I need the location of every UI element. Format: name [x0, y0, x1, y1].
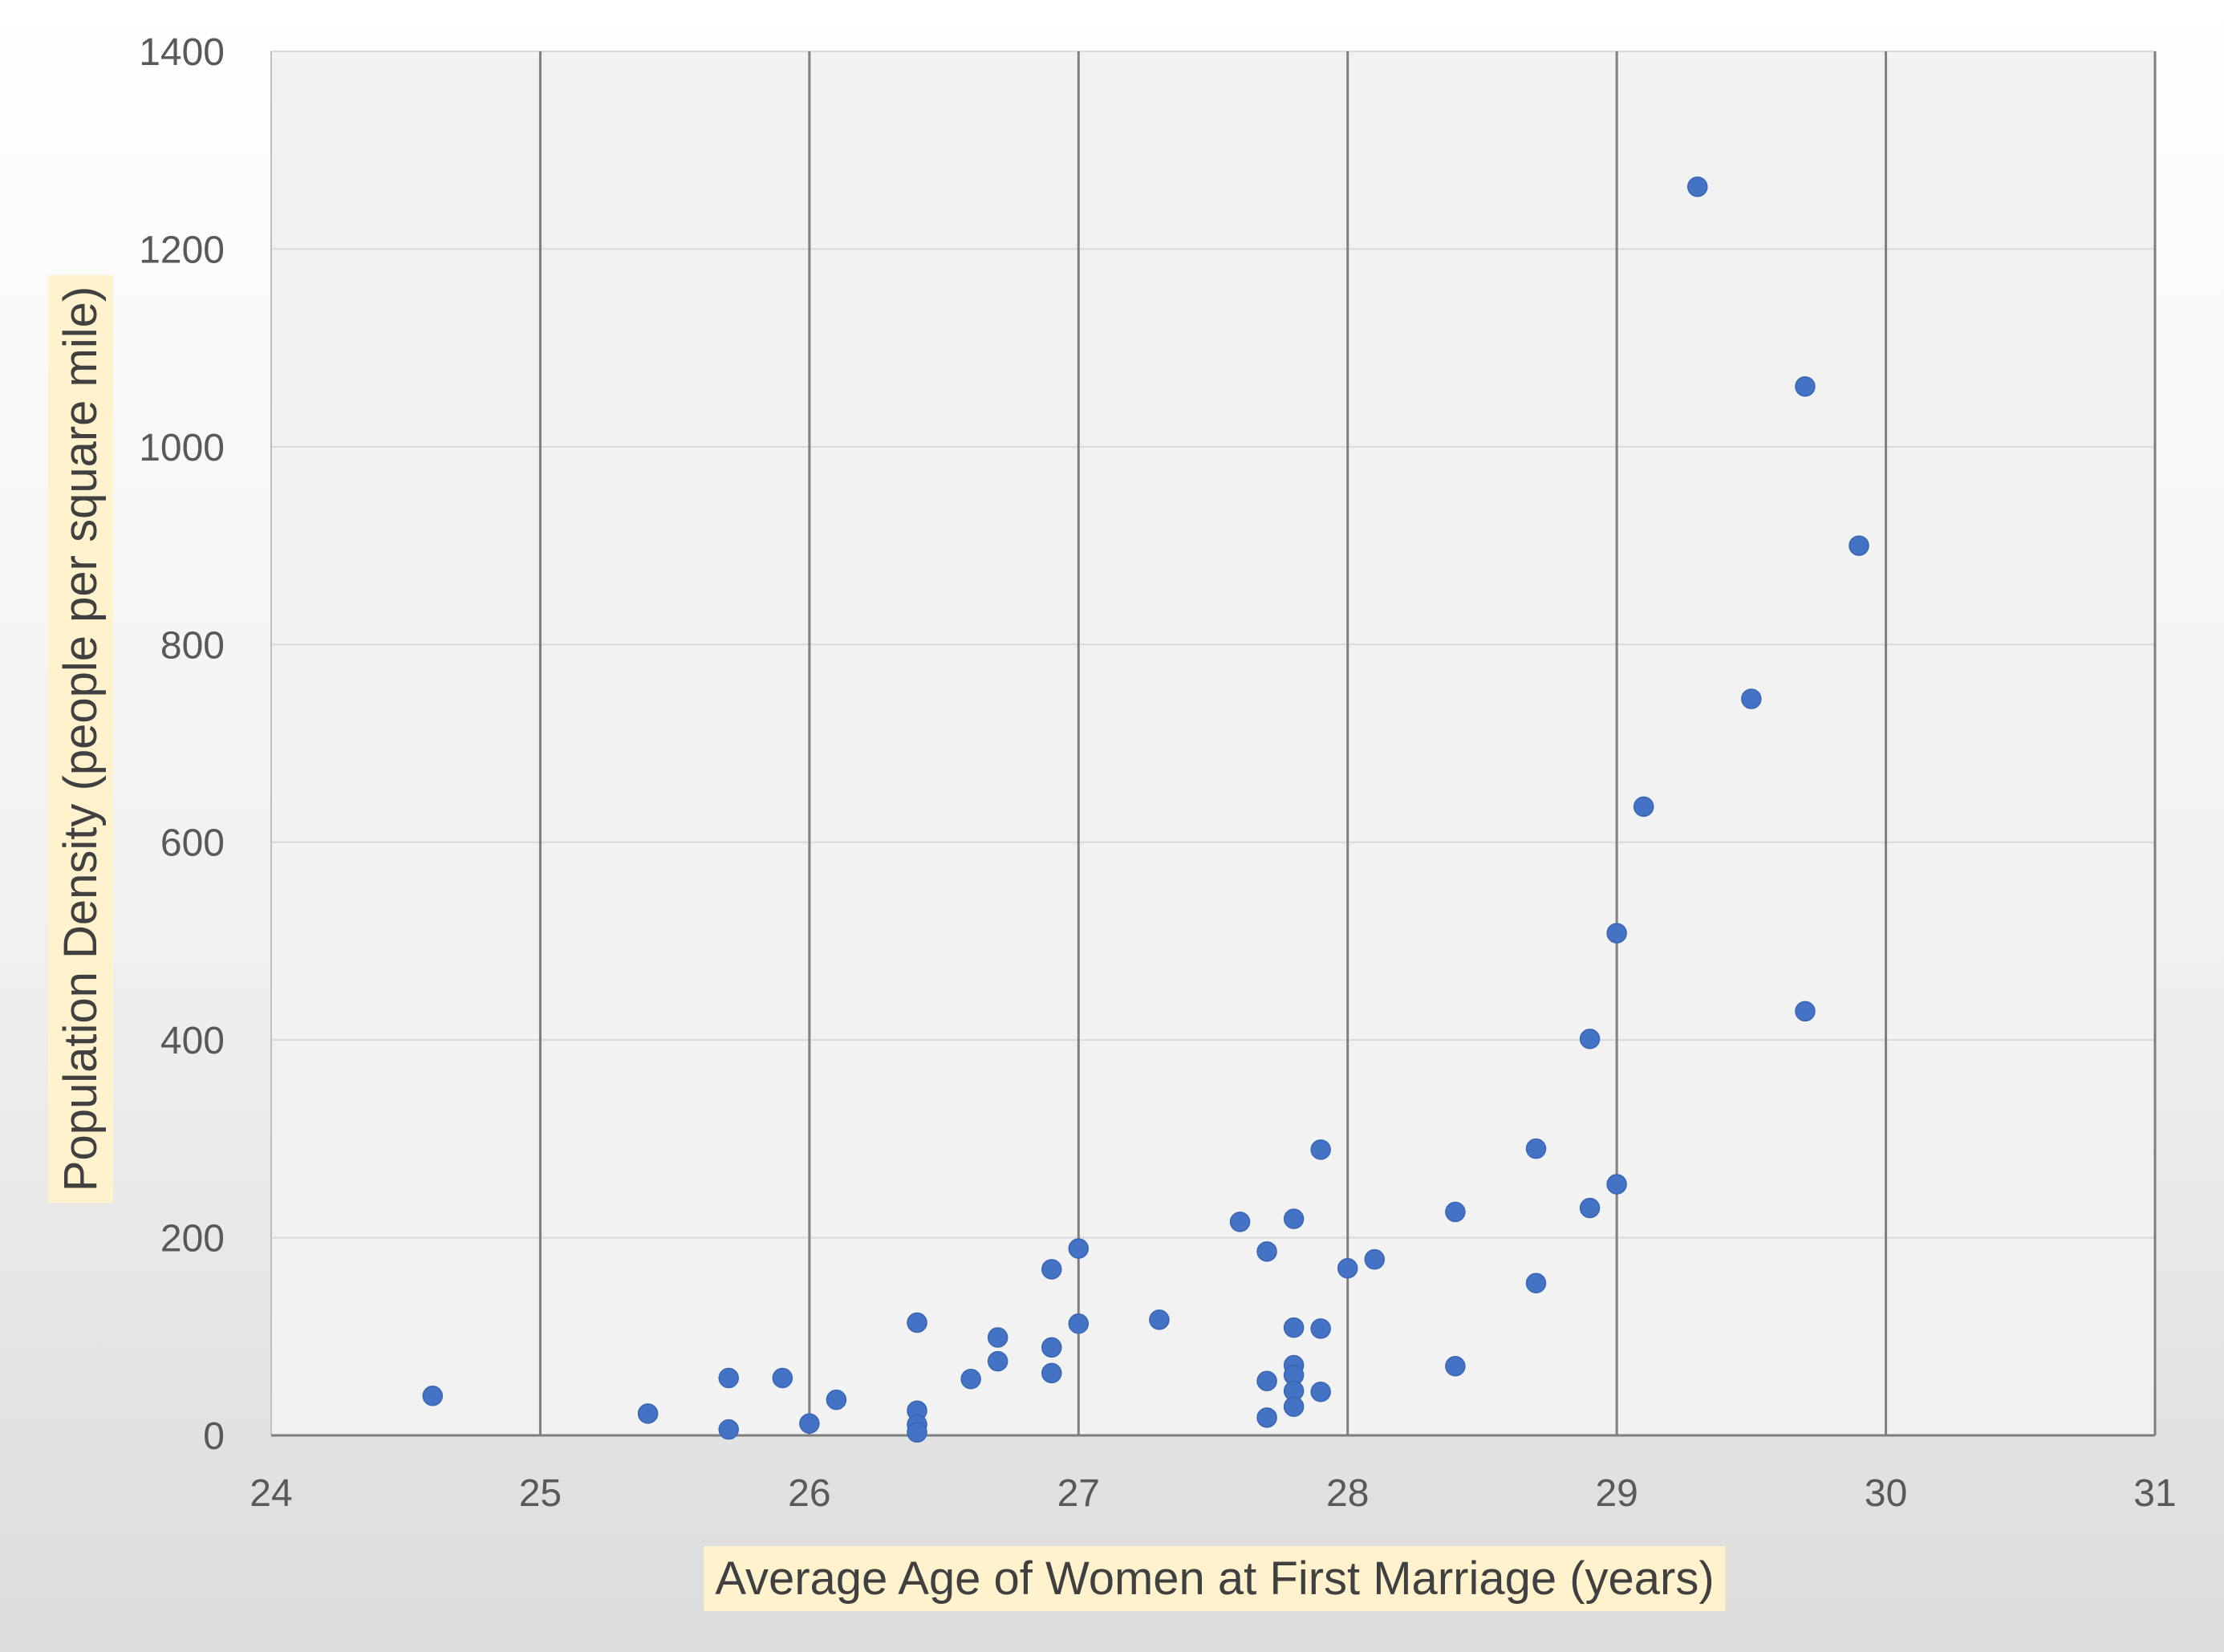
- data-point: [637, 1403, 659, 1424]
- data-point: [1445, 1201, 1466, 1223]
- x-tick-label: 28: [1326, 1472, 1369, 1515]
- y-tick-label: 1000: [139, 427, 225, 469]
- data-point: [422, 1385, 444, 1406]
- y-axis-tick-labels: 0 200 400 600 800 1000 1200 1400: [139, 31, 225, 1458]
- data-point: [718, 1367, 739, 1389]
- y-tick-label: 400: [160, 1020, 225, 1062]
- data-point: [772, 1367, 793, 1389]
- data-point: [1633, 796, 1654, 818]
- x-tick-label: 24: [250, 1472, 292, 1515]
- data-point: [1579, 1029, 1601, 1049]
- data-point: [826, 1389, 847, 1410]
- x-axis-title-highlight: [704, 1546, 1726, 1611]
- y-tick-label: 200: [160, 1218, 225, 1260]
- vertical-gridlines: [270, 51, 2157, 1435]
- data-point: [907, 1312, 927, 1333]
- data-point: [1068, 1238, 1090, 1259]
- data-point: [718, 1419, 739, 1440]
- data-points: [422, 177, 1869, 1443]
- data-point: [907, 1422, 927, 1443]
- x-tick-label: 25: [519, 1472, 562, 1515]
- y-tick-label: 800: [160, 624, 225, 667]
- horizontal-gridlines: [271, 51, 2155, 1239]
- x-tick-label: 26: [788, 1472, 830, 1515]
- data-point: [1795, 375, 1816, 397]
- data-point: [1445, 1356, 1466, 1377]
- data-point: [1579, 1197, 1601, 1219]
- x-tick-label: 31: [2133, 1472, 2176, 1515]
- data-point: [1283, 1396, 1305, 1418]
- data-point: [1606, 923, 1627, 944]
- data-point: [1256, 1407, 1277, 1428]
- x-tick-label: 29: [1595, 1472, 1638, 1515]
- data-point: [1041, 1337, 1062, 1358]
- data-point: [1229, 1212, 1251, 1232]
- data-point: [1283, 1208, 1305, 1229]
- data-point: [1041, 1259, 1062, 1280]
- y-tick-label: 1200: [139, 229, 225, 271]
- data-point: [1525, 1272, 1547, 1293]
- x-axis-tick-labels: 24 25 26 27 28 29 30 31: [250, 1472, 2176, 1515]
- x-tick-label: 30: [1865, 1472, 1907, 1515]
- data-point: [1256, 1370, 1277, 1391]
- x-axis-title: Average Age of Women at First Marriage (…: [715, 1553, 1714, 1605]
- data-point: [987, 1327, 1009, 1348]
- x-tick-label: 27: [1057, 1472, 1100, 1515]
- data-point: [1256, 1241, 1277, 1262]
- y-tick-label: 600: [160, 822, 225, 865]
- data-point: [987, 1350, 1009, 1372]
- y-tick-label: 0: [203, 1415, 225, 1458]
- data-point: [1687, 177, 1708, 197]
- data-point: [1849, 535, 1869, 556]
- data-point: [799, 1413, 820, 1434]
- plot-area: [271, 51, 2155, 1435]
- y-axis-title-highlight: [48, 274, 113, 1203]
- y-tick-label: 1400: [139, 31, 225, 74]
- data-point: [1364, 1248, 1386, 1270]
- data-point: [1068, 1313, 1090, 1334]
- data-point: [1310, 1382, 1331, 1402]
- data-point: [1283, 1317, 1305, 1338]
- data-point: [1149, 1309, 1170, 1330]
- data-point: [1310, 1318, 1331, 1339]
- data-point: [960, 1369, 981, 1390]
- data-point: [1525, 1138, 1547, 1159]
- data-point: [1337, 1258, 1358, 1279]
- data-point: [1310, 1139, 1331, 1160]
- y-axis-title: Population Density (people per square mi…: [55, 286, 107, 1191]
- data-point: [1606, 1174, 1627, 1195]
- data-point: [1795, 1001, 1816, 1022]
- data-point: [1041, 1362, 1062, 1384]
- data-point: [1741, 688, 1762, 709]
